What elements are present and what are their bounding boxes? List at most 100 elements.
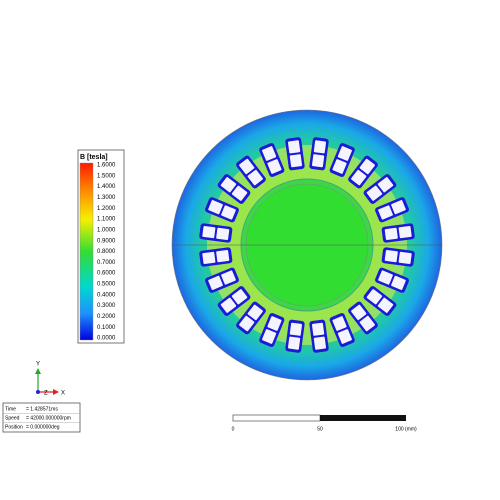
legend-title: B [tesla] bbox=[80, 154, 108, 161]
slot-coil bbox=[202, 251, 216, 265]
stator-slot bbox=[199, 223, 233, 243]
legend-label: 0.0000 bbox=[97, 336, 116, 342]
motor-cross-section bbox=[171, 109, 443, 381]
axis-x-label: X bbox=[61, 391, 65, 397]
slot-coil bbox=[311, 154, 325, 168]
stator-slot bbox=[363, 286, 397, 316]
slot-coil bbox=[377, 297, 394, 313]
slot-coil bbox=[202, 225, 216, 239]
slot-coil bbox=[267, 316, 282, 331]
stator-slot bbox=[329, 143, 355, 177]
scale-label: 50 bbox=[317, 426, 323, 432]
slot-coil bbox=[262, 146, 277, 161]
legend-label: 0.8000 bbox=[97, 249, 116, 255]
legend-label: 1.2000 bbox=[97, 206, 116, 212]
info-value: = 0.000000deg bbox=[26, 424, 60, 430]
slot-coil bbox=[216, 249, 230, 263]
scale-label: 100 (mm) bbox=[395, 426, 417, 432]
slot-coil bbox=[377, 177, 394, 193]
slot-coil bbox=[220, 177, 237, 193]
stator-slot bbox=[381, 223, 415, 243]
slot-coil bbox=[332, 159, 347, 174]
slot-coil bbox=[384, 249, 398, 263]
info-label: Time bbox=[5, 406, 16, 412]
legend-label: 0.9000 bbox=[97, 238, 116, 244]
stator-slot bbox=[309, 137, 329, 171]
stator-slot bbox=[348, 301, 378, 335]
legend-label: 1.6000 bbox=[97, 163, 116, 169]
stator-slot bbox=[285, 137, 305, 171]
slot-coil bbox=[313, 336, 327, 350]
slot-coil bbox=[239, 315, 255, 332]
stator-slot bbox=[205, 197, 239, 223]
info-value: = 42000.000000rpm bbox=[26, 415, 71, 421]
legend-label: 0.5000 bbox=[97, 282, 116, 288]
slot-coil bbox=[337, 146, 352, 161]
slot-coil bbox=[359, 158, 375, 175]
slot-coil bbox=[267, 159, 282, 174]
stator-slot bbox=[363, 174, 397, 204]
slot-coil bbox=[247, 304, 263, 321]
slot-coil bbox=[220, 297, 237, 313]
scale-bar: 0 50 100 (mm) bbox=[232, 414, 417, 432]
slot-coil bbox=[359, 315, 375, 332]
slot-coil bbox=[313, 140, 327, 154]
stator-slot bbox=[217, 286, 251, 316]
slot-coil bbox=[351, 304, 367, 321]
slot-coil bbox=[337, 329, 352, 344]
slot-coil bbox=[231, 289, 248, 305]
slot-coil bbox=[332, 316, 347, 331]
stator-slot bbox=[329, 313, 355, 347]
stator-slot bbox=[375, 197, 409, 223]
axis-z-label: Z bbox=[44, 391, 48, 397]
slot-coil bbox=[391, 275, 406, 290]
legend-label: 0.4000 bbox=[97, 292, 116, 298]
slot-coil bbox=[378, 205, 393, 220]
slot-coil bbox=[221, 205, 236, 220]
slot-coil bbox=[398, 225, 412, 239]
stator-slot bbox=[381, 247, 415, 267]
slot-coil bbox=[391, 200, 406, 215]
info-value: = 1.428571ms bbox=[26, 406, 58, 412]
legend-label: 1.4000 bbox=[97, 184, 116, 190]
stator-slot bbox=[259, 313, 285, 347]
stator-slot bbox=[375, 267, 409, 293]
stator-slot bbox=[205, 267, 239, 293]
stator-slot bbox=[285, 319, 305, 353]
info-label: Speed bbox=[5, 415, 20, 421]
stator-slot bbox=[348, 155, 378, 189]
axis-triad: Y Z X bbox=[35, 362, 65, 397]
axis-y-label: Y bbox=[36, 362, 40, 368]
legend-label: 0.2000 bbox=[97, 314, 116, 320]
slot-coil bbox=[239, 158, 255, 175]
stator-slot bbox=[259, 143, 285, 177]
slot-coil bbox=[384, 227, 398, 241]
slot-coil bbox=[262, 329, 277, 344]
legend-label: 1.0000 bbox=[97, 227, 116, 233]
slot-coil bbox=[398, 251, 412, 265]
stator-slot bbox=[217, 174, 251, 204]
legend-label: 1.5000 bbox=[97, 173, 116, 179]
stator-slot bbox=[236, 301, 266, 335]
stator-slot bbox=[236, 155, 266, 189]
legend-label: 1.3000 bbox=[97, 195, 116, 201]
info-box: Time = 1.428571ms Speed = 42000.000000rpmPo… bbox=[2, 402, 81, 433]
slot-coil bbox=[247, 169, 263, 186]
slot-coil bbox=[216, 227, 230, 241]
slot-coil bbox=[231, 185, 248, 201]
slot-coil bbox=[378, 270, 393, 285]
stator-slot bbox=[309, 319, 329, 353]
legend-label: 1.1000 bbox=[97, 217, 116, 223]
info-label: Position bbox=[5, 424, 23, 430]
legend-label: 0.3000 bbox=[97, 303, 116, 309]
slot-coil bbox=[208, 200, 223, 215]
slot-coil bbox=[221, 270, 236, 285]
slot-coil bbox=[208, 275, 223, 290]
slot-coil bbox=[311, 322, 325, 336]
scale-label: 0 bbox=[232, 426, 235, 432]
slot-coil bbox=[351, 169, 367, 186]
legend-label: 0.6000 bbox=[97, 271, 116, 277]
slot-coil bbox=[289, 322, 303, 336]
slot-coil bbox=[287, 140, 301, 154]
